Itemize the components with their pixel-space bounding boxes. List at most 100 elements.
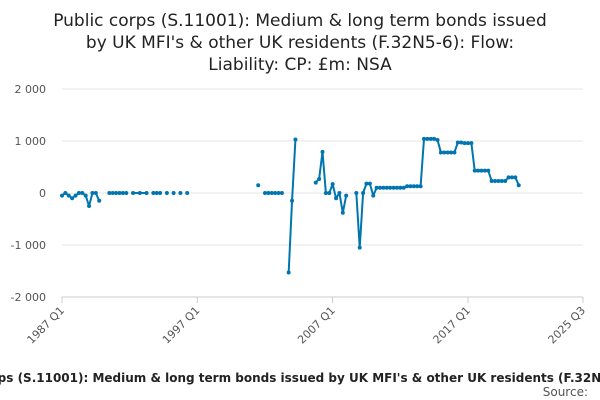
data-point	[357, 245, 362, 250]
data-point	[455, 140, 460, 145]
data-point	[503, 179, 508, 184]
data-point	[93, 191, 98, 195]
data-point	[117, 191, 122, 195]
data-point	[486, 168, 491, 173]
data-point	[63, 191, 68, 195]
data-point	[124, 191, 129, 195]
y-axis: 2 000 1 000 0 -1 000 -2 000	[11, 83, 46, 304]
data-point	[469, 141, 474, 146]
chart-title-line-2: by UK MFI's & other UK residents (F.32N5…	[86, 33, 514, 53]
x-tick-label: 2025 Q3	[546, 304, 589, 347]
data-point	[97, 198, 102, 203]
data-point	[286, 270, 291, 275]
data-point	[384, 185, 389, 190]
data-point	[425, 136, 430, 141]
data-point	[290, 198, 295, 203]
data-point	[421, 136, 426, 141]
data-point	[66, 193, 71, 198]
data-point	[452, 150, 457, 155]
data-point	[374, 185, 379, 190]
data-point	[472, 168, 477, 173]
data-point	[185, 191, 190, 195]
data-point	[73, 193, 78, 198]
chart-title: Public corps (S.11001): Medium & long te…	[53, 11, 547, 75]
data-point	[144, 191, 149, 195]
data-point	[465, 141, 470, 146]
data-point	[114, 191, 119, 195]
data-point	[459, 140, 464, 145]
data-point	[83, 193, 88, 198]
data-point	[317, 176, 322, 181]
data-point	[408, 184, 413, 189]
data-point	[388, 185, 393, 190]
data-point	[178, 191, 183, 195]
data-point	[90, 191, 95, 195]
data-point	[398, 185, 403, 190]
chart-title-line-3: Liability: CP: £m: NSA	[208, 55, 392, 75]
data-point	[327, 191, 332, 195]
data-point	[394, 185, 399, 190]
data-point	[110, 191, 115, 195]
data-point	[445, 150, 450, 155]
data-point	[313, 180, 318, 185]
data-point	[120, 191, 125, 195]
data-point	[344, 193, 349, 198]
x-tick-label: 2007 Q1	[295, 304, 338, 347]
data-point	[496, 179, 501, 184]
data-point	[340, 210, 345, 215]
data-point	[428, 136, 433, 141]
data-point	[60, 193, 64, 198]
data-point	[442, 150, 447, 155]
data-point	[499, 179, 504, 184]
data-point	[158, 191, 163, 195]
data-point	[87, 204, 92, 208]
source-label: Source:	[543, 385, 588, 399]
data-point	[107, 191, 112, 195]
data-point	[509, 175, 514, 180]
data-point	[354, 191, 359, 195]
data-point	[269, 191, 274, 195]
chart-title-line-1: Public corps (S.11001): Medium & long te…	[53, 11, 547, 31]
series	[60, 136, 521, 275]
data-point	[323, 191, 328, 195]
data-point	[371, 193, 376, 198]
y-tick-label: -1 000	[11, 239, 46, 252]
data-point	[435, 137, 440, 142]
data-point	[418, 184, 423, 189]
x-tick-label: 2017 Q1	[431, 304, 474, 347]
data-point	[330, 182, 335, 187]
data-point	[131, 191, 136, 195]
data-point	[482, 168, 487, 173]
y-tick-label: 0	[39, 187, 46, 200]
data-point	[266, 191, 271, 195]
data-point	[367, 181, 372, 186]
data-point	[361, 191, 366, 195]
data-point	[449, 150, 454, 155]
data-point	[432, 136, 437, 141]
y-tick-label: -2 000	[11, 291, 46, 304]
data-point	[293, 137, 298, 142]
data-point	[276, 191, 281, 195]
data-point	[516, 183, 521, 188]
data-point	[154, 191, 159, 195]
data-point	[337, 191, 342, 195]
data-point	[364, 181, 369, 186]
data-point	[401, 185, 406, 190]
data-point	[151, 191, 156, 195]
x-axis: 1987 Q1 1997 Q1 2007 Q1 2017 Q1 2025 Q3	[25, 296, 589, 347]
data-point	[256, 183, 261, 188]
data-point	[262, 191, 267, 195]
data-point	[391, 185, 396, 190]
data-point	[506, 175, 511, 180]
data-point	[76, 191, 81, 195]
data-point	[171, 191, 176, 195]
data-point	[273, 191, 278, 195]
data-point	[279, 191, 284, 195]
data-point	[70, 196, 75, 201]
data-point	[137, 191, 142, 195]
data-point	[476, 168, 481, 173]
data-point	[405, 184, 410, 189]
data-point	[80, 191, 85, 195]
data-point	[411, 184, 416, 189]
